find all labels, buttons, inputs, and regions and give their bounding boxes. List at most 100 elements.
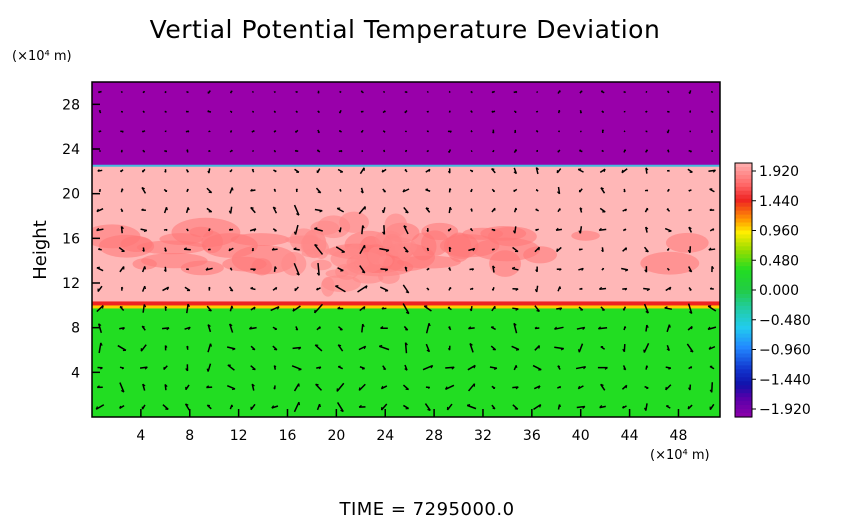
wind-vector xyxy=(422,364,434,371)
wind-vector xyxy=(402,303,410,315)
y-tick-label: 16 xyxy=(62,231,80,247)
colorbar-segment xyxy=(735,194,752,200)
wind-vector xyxy=(314,303,324,314)
wind-vector xyxy=(469,306,473,312)
heat-patch xyxy=(132,258,157,270)
layer-0 xyxy=(92,306,720,417)
x-tick-label: 12 xyxy=(230,428,248,444)
wind-vector xyxy=(273,110,277,114)
colorbar-segment xyxy=(735,377,752,382)
wind-vector xyxy=(512,288,519,292)
wind-vector xyxy=(118,246,125,253)
wind-vector xyxy=(644,266,648,273)
wind-vector xyxy=(579,110,583,114)
colorbar-label: 0.960 xyxy=(759,224,799,240)
wind-vector xyxy=(120,188,124,193)
wind-vector xyxy=(448,326,452,331)
colorbar-segment xyxy=(735,349,752,355)
wind-vector xyxy=(666,324,671,333)
wind-vector xyxy=(513,149,517,153)
wind-vector xyxy=(206,187,213,194)
wind-vector xyxy=(140,344,147,352)
wind-vector xyxy=(404,266,408,272)
wind-vector xyxy=(448,110,451,113)
x-tick-label: 20 xyxy=(327,428,345,444)
colorbar-label: 1.920 xyxy=(759,164,799,180)
colorbar-segment xyxy=(735,365,752,370)
wind-vector xyxy=(557,130,561,133)
wind-vector xyxy=(336,382,345,392)
wind-vector xyxy=(273,149,277,153)
wind-vector xyxy=(229,323,234,333)
wind-vector xyxy=(183,247,191,251)
wind-vector xyxy=(555,227,563,232)
wind-vector xyxy=(96,227,104,232)
wind-vector xyxy=(665,366,672,370)
wind-vector xyxy=(445,366,455,370)
wind-vector xyxy=(708,247,716,251)
wind-vector xyxy=(535,129,539,133)
wind-vector xyxy=(491,110,496,113)
wind-vector xyxy=(514,129,517,134)
wind-vector xyxy=(316,366,322,370)
colorbar-segment xyxy=(735,174,752,180)
wind-vector xyxy=(447,345,451,351)
wind-vector xyxy=(557,208,561,213)
heat-patch xyxy=(571,230,600,241)
wind-vector xyxy=(426,247,430,252)
colorbar-segment xyxy=(735,321,752,327)
wind-vector xyxy=(293,204,300,216)
heat-patch xyxy=(321,276,335,297)
wind-vector xyxy=(491,228,496,232)
wind-vector xyxy=(710,110,714,113)
colorbar-segment xyxy=(735,309,752,315)
wind-vector xyxy=(622,405,627,409)
wind-vector xyxy=(556,307,563,311)
wind-vector xyxy=(206,207,213,213)
wind-vector xyxy=(403,246,409,253)
colorbar-segment xyxy=(735,230,752,236)
wind-vector xyxy=(295,188,299,193)
wind-vector xyxy=(228,206,233,214)
wind-vector xyxy=(95,404,105,410)
wind-vector xyxy=(597,366,608,370)
wind-vector xyxy=(207,168,211,174)
wind-vector xyxy=(600,383,606,391)
wind-vector xyxy=(317,110,320,113)
wind-vector xyxy=(294,168,300,173)
colorbar-segment xyxy=(735,413,752,418)
wind-vector xyxy=(142,149,146,153)
wind-vector xyxy=(447,130,452,133)
wind-vector xyxy=(336,207,345,213)
x-tick-label: 48 xyxy=(670,428,688,444)
wind-vector xyxy=(403,206,409,214)
colorbar-segment xyxy=(735,286,752,291)
wind-vector xyxy=(710,90,714,94)
wind-vector xyxy=(380,385,388,390)
wind-vector xyxy=(229,267,233,271)
wind-vector xyxy=(491,385,496,389)
colorbar-segment xyxy=(735,369,752,374)
wind-vector xyxy=(402,284,410,294)
heat-patch xyxy=(462,227,504,240)
wind-vector xyxy=(534,305,540,313)
wind-vector xyxy=(142,304,147,313)
colorbar-label: 0.480 xyxy=(759,253,799,269)
wind-vector xyxy=(599,207,606,213)
wind-vector xyxy=(336,402,344,413)
wind-vector xyxy=(709,403,715,411)
wind-vector xyxy=(164,305,168,311)
wind-vector xyxy=(294,129,299,133)
wind-vector xyxy=(643,343,650,353)
wind-vector xyxy=(492,265,496,273)
y-axis-unit: (×10⁴ m) xyxy=(12,49,72,64)
wind-vector xyxy=(164,91,167,94)
x-axis-unit: (×10⁴ m) xyxy=(650,448,710,463)
wind-vector xyxy=(360,110,364,113)
wind-vector xyxy=(512,386,519,390)
wind-vector xyxy=(382,130,386,133)
wind-vector xyxy=(709,382,714,393)
wind-vector xyxy=(229,110,233,113)
colorbar-segment xyxy=(735,397,752,402)
wind-vector xyxy=(535,208,539,212)
